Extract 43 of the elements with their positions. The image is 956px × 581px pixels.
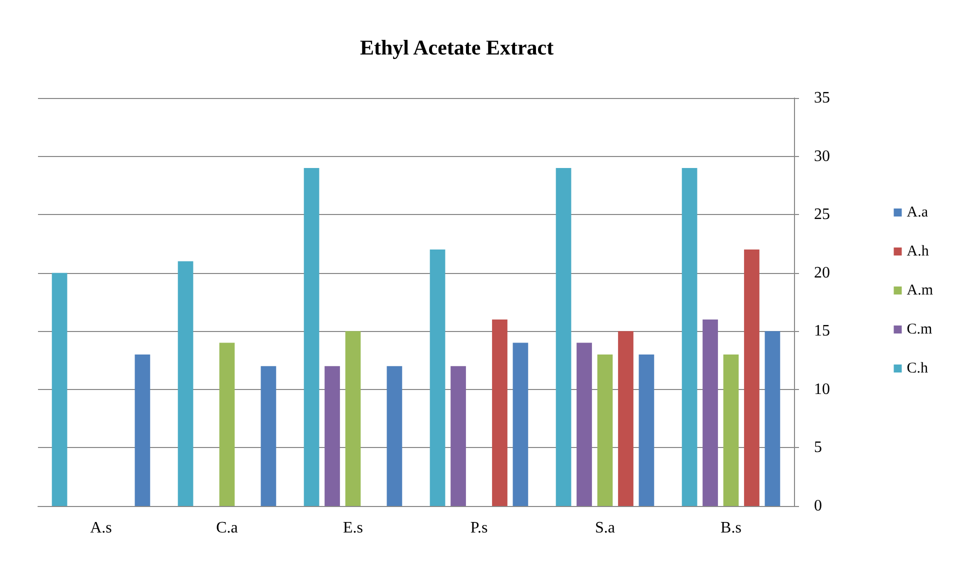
x-tick-label: P.s (470, 520, 488, 536)
bar (744, 250, 760, 506)
bar (219, 342, 235, 506)
bar (764, 331, 780, 506)
bar (134, 354, 150, 506)
y-tick-label: 10 (814, 380, 830, 398)
bar (556, 168, 572, 506)
x-tick-label: C.a (216, 520, 238, 536)
x-tick-label: E.s (343, 520, 363, 536)
legend-label: C.m (906, 322, 933, 338)
bar (260, 366, 276, 506)
y-tick-label: 30 (814, 148, 830, 165)
y-tick-label: 5 (814, 439, 822, 456)
bar (492, 319, 508, 506)
bar (430, 250, 446, 506)
bar (576, 342, 592, 506)
y-tick-label: 20 (814, 264, 830, 282)
bar (702, 319, 718, 506)
bar (324, 366, 340, 506)
y-tick-label: 35 (814, 90, 830, 106)
legend-label: C.h (906, 360, 929, 376)
y-tick-label: 25 (814, 206, 830, 224)
bar (512, 342, 528, 506)
bar (52, 272, 68, 506)
x-tick-label: A.s (90, 520, 112, 536)
legend-label: A.m (906, 282, 934, 298)
bar (304, 168, 320, 506)
bar (345, 331, 361, 506)
x-tick-label: B.s (720, 520, 742, 536)
x-tick-label: S.a (595, 520, 615, 536)
legend-label: A.h (906, 244, 930, 260)
chart-title: Ethyl Acetate Extract (360, 36, 554, 60)
bar (386, 366, 402, 506)
y-tick-label: 0 (814, 498, 822, 514)
bar (723, 354, 739, 506)
legend-label: A.a (906, 204, 928, 220)
bar (597, 354, 613, 506)
y-tick-label: 15 (814, 322, 830, 340)
bar (638, 354, 654, 506)
bar (618, 331, 634, 506)
bar (450, 366, 466, 506)
bar (682, 168, 698, 506)
bar (178, 261, 194, 506)
